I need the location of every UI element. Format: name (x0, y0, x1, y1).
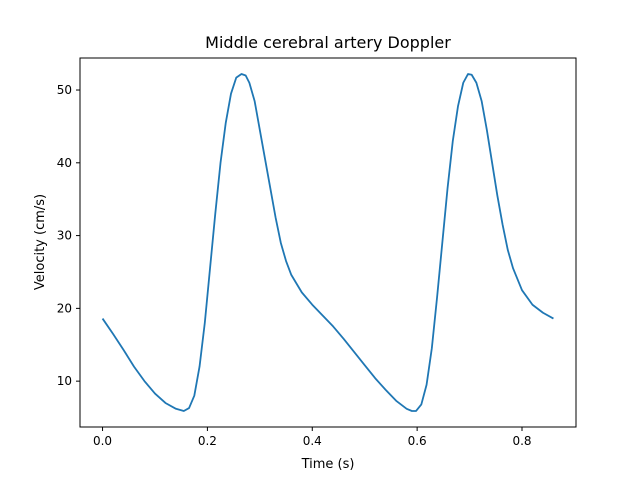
x-tick-label: 0.0 (93, 434, 112, 448)
y-tick-label: 20 (57, 301, 72, 315)
chart-title: Middle cerebral artery Doppler (205, 33, 451, 52)
x-axis-ticks: 0.0 0.2 0.4 0.6 0.8 (93, 427, 532, 448)
x-tick-label: 0.2 (198, 434, 217, 448)
y-axis-label: Velocity (cm/s) (33, 194, 48, 290)
x-tick-label: 0.8 (512, 434, 531, 448)
y-tick-label: 30 (57, 229, 72, 243)
series-layer (101, 73, 554, 412)
y-axis-ticks: 10 20 30 40 50 (57, 83, 80, 388)
x-axis-label: Time (s) (301, 457, 355, 472)
y-tick-label: 40 (57, 156, 72, 170)
x-tick-label: 0.4 (303, 434, 322, 448)
series-line-0 (101, 73, 554, 412)
y-tick-label: 10 (57, 374, 72, 388)
y-tick-label: 50 (57, 83, 72, 97)
plot-area (80, 58, 576, 427)
plot-frame (79, 57, 577, 428)
x-tick-label: 0.6 (408, 434, 427, 448)
